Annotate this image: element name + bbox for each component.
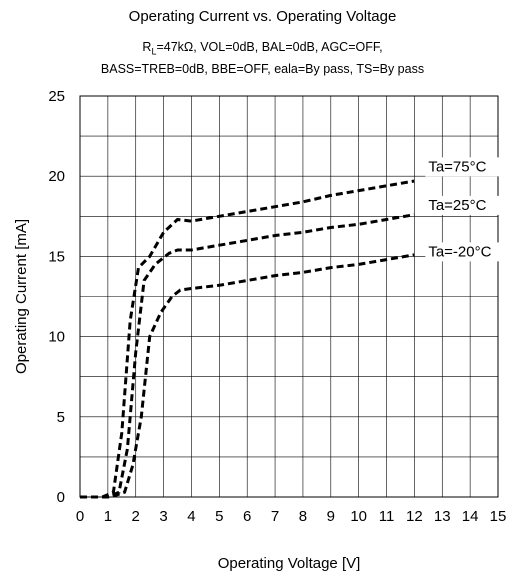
series-lines: [80, 179, 415, 499]
y-tick-label: 5: [57, 409, 65, 426]
series-label-1: Ta=75°C: [428, 158, 486, 175]
y-tick-label: 25: [48, 88, 65, 105]
x-tick-labels: 0 1 2 3 4 5 6 7 8 9 10 11 12 13 14 15: [76, 508, 507, 525]
series-labels: Ta=75°C Ta=25°C Ta=-20°C: [425, 157, 510, 262]
load-resistance-subscript: L: [151, 46, 157, 57]
series-label-2: Ta=25°C: [428, 197, 486, 214]
y-tick-label: 10: [48, 329, 65, 346]
x-tick-label: 2: [132, 508, 140, 525]
x-tick-label: 0: [76, 508, 84, 525]
x-tick-label: 15: [490, 508, 507, 525]
x-tick-label: 11: [379, 508, 395, 525]
x-tick-label: 13: [434, 508, 451, 525]
conditions-line-1: RL=47kΩ, VOL=0dB, BAL=0dB, AGC=OFF,: [0, 40, 525, 57]
x-tick-label: 6: [243, 508, 251, 525]
x-tick-label: 7: [271, 508, 279, 525]
y-tick-label: 0: [57, 489, 65, 506]
x-tick-label: 14: [462, 508, 479, 525]
x-tick-label: 12: [406, 508, 423, 525]
x-axis-label: Operating Voltage [V]: [218, 555, 361, 572]
series-label-background: [425, 157, 510, 177]
series-line-3: [80, 253, 415, 499]
y-axis-label: Operating Current [mA]: [13, 219, 30, 374]
chart-title: Operating Current vs. Operating Voltage: [128, 8, 397, 25]
x-tick-label: 1: [104, 508, 112, 525]
series-label-3: Ta=-20°C: [428, 243, 491, 260]
conditions-line-1-text: =47kΩ, VOL=0dB, BAL=0dB, AGC=OFF,: [156, 40, 383, 54]
x-tick-label: 8: [299, 508, 307, 525]
x-tick-label: 3: [159, 508, 167, 525]
load-resistance-symbol: R: [142, 40, 152, 54]
x-tick-label: 4: [187, 508, 195, 525]
x-tick-label: 10: [350, 508, 367, 525]
series-line-1: [80, 179, 415, 499]
y-tick-label: 15: [48, 248, 65, 265]
x-tick-label: 5: [215, 508, 223, 525]
x-tick-label: 9: [327, 508, 335, 525]
conditions-line-2: BASS=TREB=0dB, BBE=OFF, eala=By pass, TS…: [100, 62, 425, 76]
plot-frame: [79, 95, 499, 498]
series-label-background: [425, 195, 510, 215]
series-label-background: [425, 242, 510, 262]
y-tick-label: 20: [48, 168, 65, 185]
y-tick-labels: 0 5 10 15 20 25: [48, 88, 65, 506]
